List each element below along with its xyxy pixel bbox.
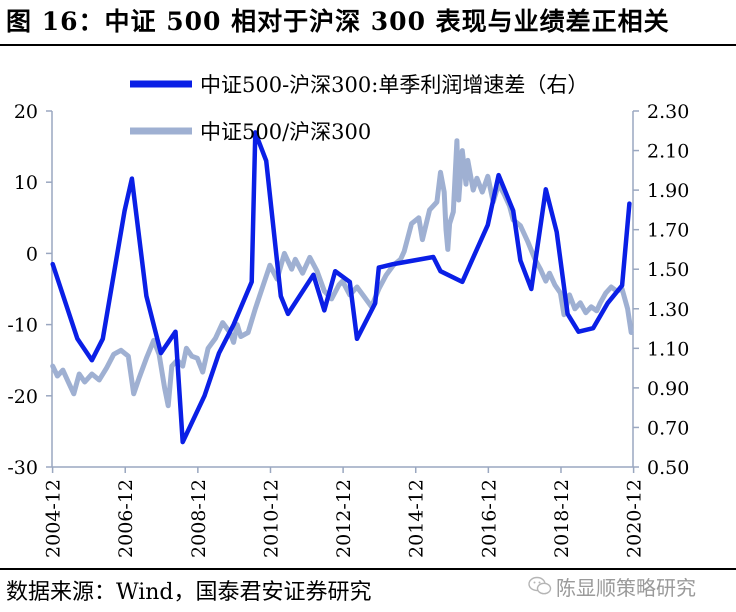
right-tick-label: 1.50 bbox=[647, 259, 689, 281]
figure-title: 图 16：中证 500 相对于沪深 300 表现与业绩差正相关 bbox=[6, 7, 670, 36]
x-tick-label: 2008-12 bbox=[188, 479, 210, 558]
right-tick-label: 0.90 bbox=[647, 378, 689, 400]
chart-legend: 中证500-沪深300:单季利润增速差（右） 中证500/沪深300 bbox=[130, 73, 588, 144]
right-tick-label: 2.30 bbox=[647, 101, 689, 123]
x-tick-label: 2004-12 bbox=[43, 479, 65, 558]
right-tick-label: 2.10 bbox=[647, 141, 689, 163]
right-tick-label: 0.70 bbox=[647, 417, 689, 439]
left-tick-label: 0 bbox=[26, 243, 38, 265]
right-tick-label: 0.50 bbox=[647, 457, 689, 479]
left-tick-label: 20 bbox=[14, 101, 38, 123]
x-tick-label: 2006-12 bbox=[115, 479, 137, 558]
x-tick-label: 2012-12 bbox=[333, 479, 355, 558]
series-line-ratio bbox=[50, 138, 634, 409]
left-tick-label: -30 bbox=[7, 457, 38, 479]
chart: 20 10 0 -10 -20 -30 2.30 2.10 1.90 1.70 1.50 1.30 1.… bbox=[7, 73, 689, 558]
x-tick-label: 2010-12 bbox=[260, 479, 282, 558]
x-tick-label: 2020-12 bbox=[624, 479, 646, 558]
left-tick-label: -20 bbox=[7, 386, 38, 408]
right-tick-label: 1.30 bbox=[647, 299, 689, 321]
legend-label-spread: 中证500-沪深300:单季利润增速差（右） bbox=[200, 73, 588, 97]
wechat-icon bbox=[528, 576, 552, 595]
right-tick-label: 1.90 bbox=[647, 180, 689, 202]
title-rule bbox=[0, 44, 736, 46]
left-tick-label: 10 bbox=[14, 172, 38, 194]
legend-label-ratio: 中证500/沪深300 bbox=[200, 120, 371, 144]
x-tick-label: 2014-12 bbox=[406, 479, 428, 558]
chart-series bbox=[50, 130, 634, 445]
footer-rule bbox=[0, 568, 736, 570]
x-tick-label: 2018-12 bbox=[551, 479, 573, 558]
right-tick-label: 1.70 bbox=[647, 220, 689, 242]
x-tick-label: 2016-12 bbox=[478, 479, 500, 558]
series-line-spread bbox=[50, 130, 632, 445]
left-tick-label: -10 bbox=[7, 315, 38, 337]
watermark: 陈显顺策略研究 bbox=[556, 576, 696, 600]
chart-axes: 20 10 0 -10 -20 -30 2.30 2.10 1.90 1.70 1.50 1.30 1.… bbox=[7, 101, 689, 558]
source-note: 数据来源：Wind，国泰君安证券研究 bbox=[6, 580, 372, 605]
right-tick-label: 1.10 bbox=[647, 338, 689, 360]
